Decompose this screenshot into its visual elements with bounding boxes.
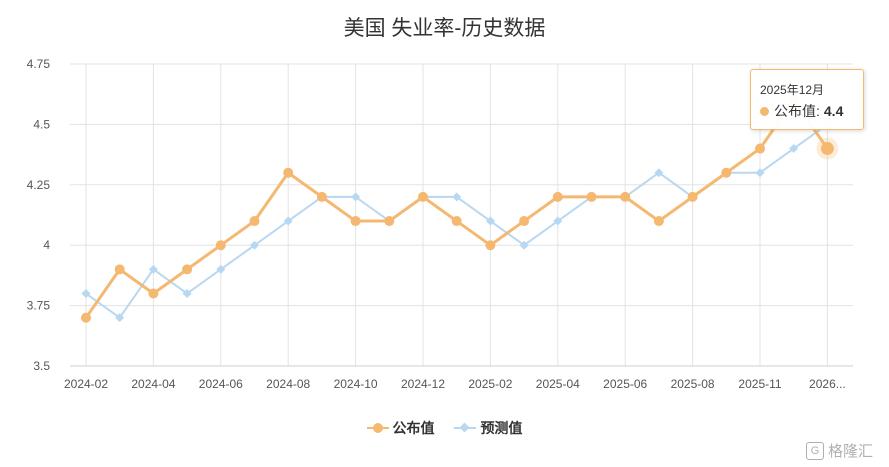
published-point[interactable] — [249, 216, 260, 227]
forecast-point[interactable] — [755, 168, 765, 178]
published-point[interactable] — [316, 191, 327, 202]
forecast-point[interactable] — [182, 289, 192, 299]
forecast-point[interactable] — [250, 240, 259, 250]
published-point[interactable] — [687, 191, 698, 202]
published-point[interactable] — [653, 216, 664, 227]
x-tick-label: 2024-12 — [401, 377, 445, 391]
published-point[interactable] — [283, 167, 294, 178]
published-point[interactable] — [552, 191, 563, 202]
x-tick-label: 2025-11 — [738, 377, 781, 391]
y-tick-label: 3.5 — [33, 359, 50, 373]
x-tick-label: 2025-04 — [536, 377, 580, 391]
y-axis-ticks: 3.5 3.75 4 4.25 4.5 4.75 — [27, 57, 51, 373]
y-tick-label: 4.25 — [27, 178, 51, 192]
legend: 公布值 预测值 — [0, 418, 889, 438]
published-point[interactable] — [215, 240, 226, 251]
published-point[interactable] — [721, 167, 732, 178]
x-tick-label: 2024-02 — [64, 377, 108, 391]
published-point[interactable] — [114, 264, 125, 275]
published-point[interactable] — [81, 312, 91, 323]
series-points[interactable] — [81, 95, 839, 323]
tooltip: 2025年12月 公布值: 4.4 — [750, 69, 864, 130]
published-point[interactable] — [384, 216, 395, 227]
forecast-point[interactable] — [485, 216, 495, 226]
published-point[interactable] — [519, 216, 530, 227]
legend-label-published: 公布值 — [392, 420, 435, 436]
x-tick-label: 2024-08 — [266, 377, 310, 391]
forecast-point[interactable] — [283, 216, 293, 226]
forecast-point[interactable] — [553, 216, 563, 226]
y-tick-label: 4 — [43, 238, 50, 252]
x-tick-label: 2024-10 — [334, 377, 378, 391]
published-point[interactable] — [485, 240, 496, 251]
tooltip-header: 2025年12月 — [760, 83, 825, 97]
forecast-point[interactable] — [115, 313, 125, 323]
published-point[interactable] — [148, 288, 159, 299]
x-axis-ticks: 2024-02 2024-04 2024-06 2024-08 2024-10 2024-… — [64, 377, 846, 391]
x-tick-label: 2024-04 — [131, 377, 175, 391]
tooltip-row: 公布值: 4.4 — [760, 101, 843, 121]
legend-label-forecast: 预测值 — [480, 420, 523, 436]
grid-lines — [70, 63, 853, 367]
x-tick-label: 2025-06 — [603, 377, 647, 391]
x-tick-label: 2025-08 — [671, 377, 715, 391]
tooltip-series-label: 公布值 — [774, 103, 816, 119]
forecast-point[interactable] — [81, 289, 91, 299]
forecast-point[interactable] — [654, 168, 664, 178]
published-point[interactable] — [620, 191, 631, 202]
published-point[interactable] — [451, 216, 462, 227]
series-lines — [84, 98, 829, 319]
watermark-text: 格隆汇 — [828, 443, 874, 460]
forecast-point[interactable] — [789, 144, 799, 154]
published-point[interactable] — [586, 191, 597, 202]
tooltip-dot-icon — [760, 106, 769, 116]
published-point[interactable] — [820, 142, 834, 156]
y-tick-label: 3.75 — [27, 299, 51, 313]
g-logo-icon: G — [806, 441, 824, 460]
chart-title: 美国 失业率-历史数据 — [343, 17, 546, 40]
published-point[interactable] — [418, 191, 428, 202]
legend-item-published[interactable]: 公布值 — [366, 418, 435, 438]
forecast-point[interactable] — [216, 264, 226, 274]
forecast-point[interactable] — [351, 192, 361, 202]
y-tick-label: 4.75 — [27, 57, 51, 71]
published-point[interactable] — [350, 216, 361, 227]
legend-circle-icon — [366, 422, 389, 434]
forecast-point[interactable] — [452, 192, 462, 202]
forecast-point[interactable] — [148, 264, 158, 274]
legend-item-forecast[interactable]: 预测值 — [454, 418, 522, 438]
published-point[interactable] — [755, 143, 765, 154]
x-tick-label: 2025-02 — [468, 377, 512, 391]
y-tick-label: 4.5 — [33, 117, 50, 131]
forecast-point[interactable] — [519, 240, 529, 250]
legend-diamond-icon — [454, 422, 477, 434]
x-tick-label: 2024-06 — [199, 377, 243, 391]
tooltip-value: 4.4 — [823, 103, 844, 119]
watermark: G 格隆汇 — [806, 440, 873, 461]
x-tick-label: 2026... — [809, 377, 846, 391]
published-point[interactable] — [182, 264, 193, 275]
